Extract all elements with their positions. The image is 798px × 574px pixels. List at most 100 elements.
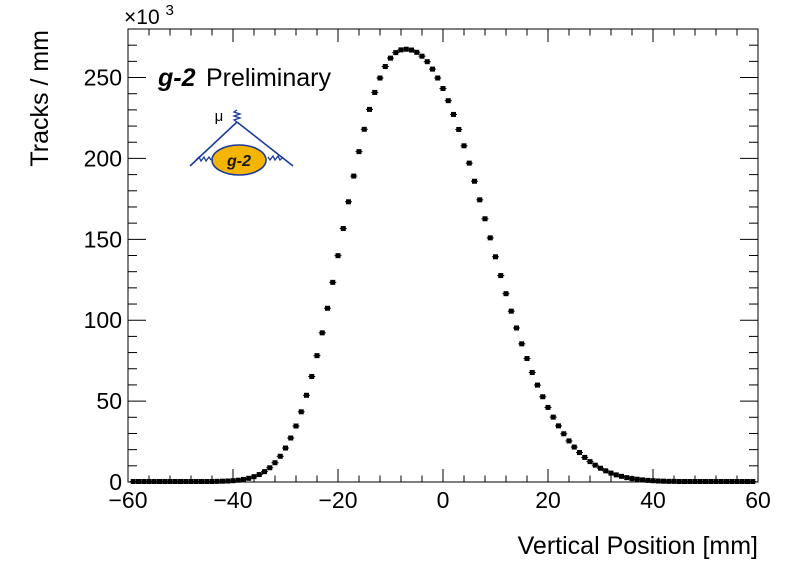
data-point — [313, 353, 321, 359]
y-tick-label: 50 — [96, 388, 122, 414]
data-point — [612, 472, 620, 478]
logo-blob — [211, 144, 267, 176]
x-tick-label: 60 — [745, 487, 771, 513]
data-point — [460, 143, 468, 149]
data-point — [539, 394, 547, 400]
data-point — [418, 53, 426, 59]
x-axis-title: Vertical Position [mm] — [518, 532, 758, 560]
data-point — [434, 75, 442, 81]
data-point — [607, 470, 615, 476]
data-point — [271, 460, 279, 466]
brand-label: g-2 — [157, 64, 196, 92]
data-point — [576, 450, 583, 456]
data-point — [308, 374, 316, 380]
data-point — [481, 216, 489, 222]
data-point — [544, 404, 552, 410]
data-point — [528, 369, 536, 375]
data-point — [486, 235, 494, 241]
logo-v-line-right — [236, 121, 294, 167]
data-point — [324, 305, 331, 311]
preliminary-label: Preliminary — [206, 64, 332, 92]
data-point — [402, 46, 410, 52]
data-point — [597, 465, 604, 471]
data-point — [549, 414, 557, 420]
data-point — [450, 111, 457, 117]
x-tick-label: 0 — [437, 487, 450, 513]
data-point — [408, 47, 415, 53]
axis-ticks — [127, 28, 759, 483]
data-point — [366, 106, 373, 112]
data-point — [444, 98, 452, 104]
data-point — [318, 330, 326, 336]
data-markers — [129, 46, 757, 485]
data-point — [234, 477, 242, 483]
y-multiplier-base: ×10 — [124, 6, 160, 29]
data-point — [423, 59, 431, 65]
data-point — [513, 325, 520, 331]
g2-logo: g-2 μ — [189, 108, 294, 176]
data-point — [266, 465, 274, 471]
data-point — [534, 382, 541, 388]
data-point — [591, 462, 599, 468]
data-point — [618, 473, 625, 479]
x-tick-label: −20 — [318, 487, 357, 513]
data-point — [250, 474, 258, 480]
data-point — [245, 475, 253, 481]
data-point — [276, 453, 284, 459]
data-point — [376, 75, 384, 81]
data-point — [350, 173, 358, 179]
data-point — [586, 459, 594, 465]
y-tick-label: 0 — [109, 469, 122, 495]
logo-photon-left — [195, 155, 212, 163]
data-point — [282, 445, 289, 451]
x-tick-label: −40 — [213, 487, 252, 513]
data-point — [518, 341, 526, 347]
y-tick-label: 100 — [84, 307, 122, 333]
data-point — [471, 178, 478, 184]
data-point — [439, 86, 447, 92]
data-point — [345, 199, 352, 205]
data-point — [565, 438, 573, 444]
y-tick-label: 200 — [84, 145, 122, 171]
data-point — [623, 475, 631, 481]
data-point — [429, 66, 436, 72]
x-tick-label: 40 — [640, 487, 666, 513]
data-point — [497, 273, 505, 279]
data-point — [329, 279, 337, 285]
data-point — [502, 291, 510, 297]
data-point — [455, 126, 463, 132]
data-point — [628, 476, 636, 482]
data-point — [523, 356, 531, 362]
logo-photon-top — [231, 109, 243, 123]
data-point — [492, 254, 499, 260]
y-multiplier-exponent: 3 — [165, 2, 173, 19]
logo-photon-right — [267, 154, 284, 162]
data-point — [397, 47, 405, 53]
data-point — [339, 225, 347, 231]
data-point — [413, 49, 421, 55]
data-point — [297, 409, 305, 415]
data-point — [465, 160, 473, 166]
y-tick-label: 150 — [84, 226, 122, 252]
data-point — [387, 55, 394, 61]
y-multiplier: ×10 3 — [124, 2, 174, 29]
data-point — [633, 476, 641, 482]
plot-frame — [127, 28, 759, 483]
preliminary-annotation: g-2 Preliminary — [157, 64, 331, 92]
data-point — [555, 423, 562, 429]
y-tick-label: 250 — [84, 65, 122, 91]
data-point — [360, 126, 368, 132]
data-point — [292, 423, 300, 429]
y-axis-title: Tracks / mm — [26, 30, 54, 167]
data-point — [381, 64, 389, 70]
data-point — [570, 444, 578, 450]
data-point — [507, 308, 515, 314]
data-point — [240, 476, 247, 482]
x-tick-label: 20 — [535, 487, 561, 513]
x-tick-label: −60 — [108, 487, 147, 513]
data-point — [749, 479, 757, 485]
data-point — [261, 469, 268, 475]
data-point — [560, 431, 568, 437]
logo-text: g-2 — [226, 153, 251, 170]
